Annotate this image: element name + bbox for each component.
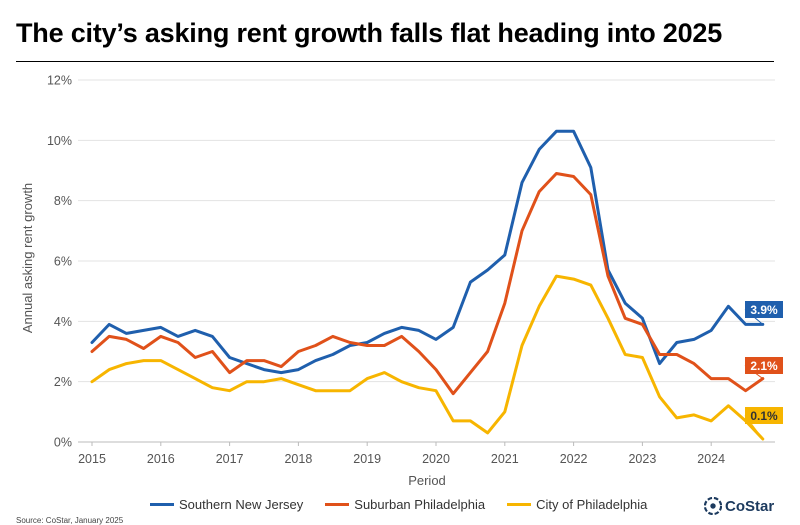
legend-swatch [507,502,532,506]
legend-label: City of Philadelphia [536,496,648,512]
legend-item-southern-new-jersey: Southern New Jersey [150,497,303,512]
legend-label: Southern New Jersey [179,496,304,512]
end-label-box [745,301,783,318]
x-axis-label: Period [408,473,446,488]
legend: Southern New Jersey Suburban Philadelphi… [150,494,647,514]
legend-swatch [150,502,174,506]
legend-label: Suburban Philadelphia [354,496,486,512]
end-label-text: 2.1% [750,359,778,373]
y-tick-labels: 0% 2% 4% 6% 8% 10% 12% [47,74,72,450]
x-tick-label: 2020 [422,452,450,466]
x-tick-label: 2018 [284,452,312,466]
gridlines [78,79,775,446]
costar-star-icon [704,497,722,515]
x-tick-label: 2017 [216,452,244,466]
y-axis-label: Annual asking rent growth [20,183,35,333]
costar-logo: CoStar [704,497,774,515]
chart-title: The city’s asking rent growth falls flat… [16,18,723,48]
series-line-suburban-philadelphia [90,172,765,396]
series-line-city-of-philadelphia [90,274,765,441]
y-tick-label: 12% [47,74,72,88]
x-tick-label: 2015 [78,452,106,466]
x-tick-label: 2019 [353,452,381,466]
end-label-text: 0.1% [750,409,778,423]
x-tick-label: 2023 [628,452,656,466]
end-label-box [745,407,783,424]
x-tick-label: 2024 [697,452,725,466]
end-label-text: 3.9% [750,303,778,317]
x-tick-label: 2016 [147,452,175,466]
y-tick-label: 8% [54,194,72,208]
y-tick-label: 6% [54,255,72,269]
y-tick-label: 0% [54,436,72,450]
y-tick-label: 4% [54,315,72,329]
series-line-southern-new-jersey [90,129,765,375]
legend-item-city-of-philadelphia: City of Philadelphia [507,497,647,512]
series-lines [90,129,765,441]
source-note: Source: CoStar, January 2025 [16,516,124,525]
y-tick-label: 10% [47,134,72,148]
brand-name: CoStar [725,497,775,515]
y-tick-label: 2% [54,375,72,389]
end-value-labels: 3.9% 2.1% 0.1% [744,301,783,440]
x-tick-label: 2022 [560,452,588,466]
title-divider [16,61,774,62]
x-tick-label: 2021 [491,452,519,466]
end-label-box [745,357,783,374]
legend-item-suburban-philadelphia: Suburban Philadelphia [325,497,485,512]
x-tick-labels: 2015 2016 2017 2018 2019 2020 2021 2022 2023 2024 [78,452,725,466]
legend-swatch [325,502,350,506]
